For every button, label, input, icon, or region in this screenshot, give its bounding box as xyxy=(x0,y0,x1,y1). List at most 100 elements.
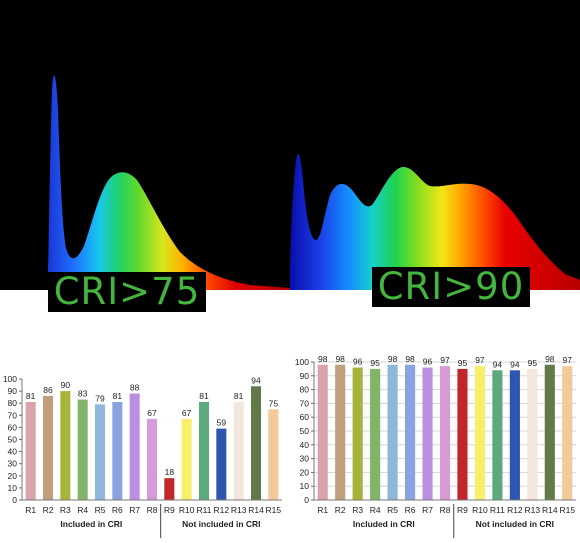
bar-r4 xyxy=(370,368,381,500)
bar-r14 xyxy=(544,364,555,500)
y-tick-label: 90 xyxy=(300,371,310,381)
data-label: 96 xyxy=(423,357,433,367)
y-tick-label: 10 xyxy=(8,483,18,493)
data-label: 95 xyxy=(370,358,380,368)
x-tick-label: R6 xyxy=(112,505,123,515)
bar-r8 xyxy=(146,418,158,500)
x-tick-label: R11 xyxy=(490,505,505,515)
x-tick-label: R11 xyxy=(197,505,212,515)
data-label: 67 xyxy=(147,408,157,418)
x-tick-label: R5 xyxy=(95,505,106,515)
y-tick-label: 70 xyxy=(8,410,18,420)
x-tick-label: R5 xyxy=(387,505,398,515)
data-label: 83 xyxy=(78,389,88,399)
spectrum-cri75-shape xyxy=(48,75,290,290)
bar-r12 xyxy=(216,428,227,500)
bar-r13 xyxy=(527,368,538,500)
bar-r1 xyxy=(25,401,36,500)
x-tick-label: R10 xyxy=(179,505,195,515)
x-tick-label: R4 xyxy=(77,505,88,515)
data-label: 81 xyxy=(199,391,209,401)
y-tick-label: 0 xyxy=(12,495,17,505)
data-label: 94 xyxy=(251,375,261,385)
bar-r7 xyxy=(129,393,140,500)
data-label: 75 xyxy=(269,398,279,408)
bar-r10 xyxy=(474,366,485,500)
group-label-not-included: Not included in CRI xyxy=(476,519,554,529)
data-label: 94 xyxy=(493,359,503,369)
cri90-banner: CRI>90 xyxy=(372,267,530,307)
bar-r6 xyxy=(112,401,123,500)
bar-r11 xyxy=(492,370,503,500)
cri75-bar-chart: 0 10 20 30 40 50 60 70 80 90 100 81 R1 86 R2 90 R3 83 R4 79… xyxy=(3,374,282,538)
bar-r13 xyxy=(233,401,244,500)
y-tick-label: 60 xyxy=(300,412,310,422)
bar-r1 xyxy=(317,364,328,500)
group-label-included: Included in CRI xyxy=(60,519,122,529)
group-label-included: Included in CRI xyxy=(353,519,415,529)
data-label: 98 xyxy=(405,354,415,364)
bar-r8 xyxy=(439,366,451,500)
bar-r3 xyxy=(352,367,363,500)
y-tick-label: 40 xyxy=(300,440,310,450)
y-tick-label: 80 xyxy=(8,398,18,408)
x-tick-label: R12 xyxy=(214,505,230,515)
x-tick-label: R14 xyxy=(542,505,558,515)
cri90-bar-chart: 0 10 20 30 40 50 60 70 80 90 100 98 R1 98 R2 96 R3 95 R4 98… xyxy=(295,354,576,538)
bar-r15 xyxy=(562,366,573,500)
data-label: 98 xyxy=(335,354,345,364)
x-tick-label: R1 xyxy=(317,505,328,515)
y-tick-label: 80 xyxy=(300,385,310,395)
x-tick-label: R13 xyxy=(231,505,247,515)
x-tick-label: R7 xyxy=(422,505,433,515)
y-tick-label: 20 xyxy=(8,471,18,481)
data-label: 97 xyxy=(440,355,450,365)
data-label: 18 xyxy=(165,467,175,477)
x-tick-label: R3 xyxy=(60,505,71,515)
group-label-not-included: Not included in CRI xyxy=(182,519,260,529)
x-tick-label: R2 xyxy=(43,505,54,515)
y-tick-label: 50 xyxy=(300,426,310,436)
bar-r5 xyxy=(94,404,106,500)
bar-r9 xyxy=(164,478,175,500)
x-tick-label: R13 xyxy=(525,505,541,515)
data-label: 81 xyxy=(113,391,123,401)
data-label: 96 xyxy=(353,357,363,367)
y-tick-label: 30 xyxy=(8,459,18,469)
bar-r12 xyxy=(509,370,520,500)
data-label: 79 xyxy=(95,393,105,403)
bar-r2 xyxy=(335,364,346,500)
x-tick-label: R9 xyxy=(164,505,175,515)
y-tick-label: 90 xyxy=(8,386,18,396)
y-tick-label: 40 xyxy=(8,447,18,457)
y-tick-label: 20 xyxy=(300,467,310,477)
cri75-banner: CRI>75 xyxy=(48,272,206,312)
data-label: 88 xyxy=(130,383,140,393)
y-tick-label: 50 xyxy=(8,435,18,445)
data-label: 81 xyxy=(234,391,244,401)
bar-r7 xyxy=(422,367,433,500)
y-tick-label: 100 xyxy=(295,357,309,367)
data-label: 98 xyxy=(318,354,328,364)
x-tick-label: R8 xyxy=(147,505,158,515)
data-label: 97 xyxy=(475,355,485,365)
data-label: 95 xyxy=(458,358,468,368)
data-label: 97 xyxy=(563,355,573,365)
bar-r9 xyxy=(457,368,468,500)
bar-r4 xyxy=(77,399,88,500)
spectrum-cri90-shape xyxy=(290,154,580,290)
x-tick-label: R1 xyxy=(25,505,36,515)
data-label: 86 xyxy=(43,385,53,395)
bar-r5 xyxy=(387,364,398,500)
bar-r6 xyxy=(405,364,416,500)
data-label: 98 xyxy=(545,354,555,364)
bar-r3 xyxy=(60,391,71,500)
bar-r11 xyxy=(198,401,210,500)
data-label: 81 xyxy=(26,391,36,401)
data-label: 59 xyxy=(217,418,227,428)
spectrum-images xyxy=(0,0,580,290)
x-tick-label: R12 xyxy=(507,505,523,515)
x-tick-label: R2 xyxy=(335,505,346,515)
bar-r2 xyxy=(42,395,54,500)
data-label: 90 xyxy=(61,380,71,390)
